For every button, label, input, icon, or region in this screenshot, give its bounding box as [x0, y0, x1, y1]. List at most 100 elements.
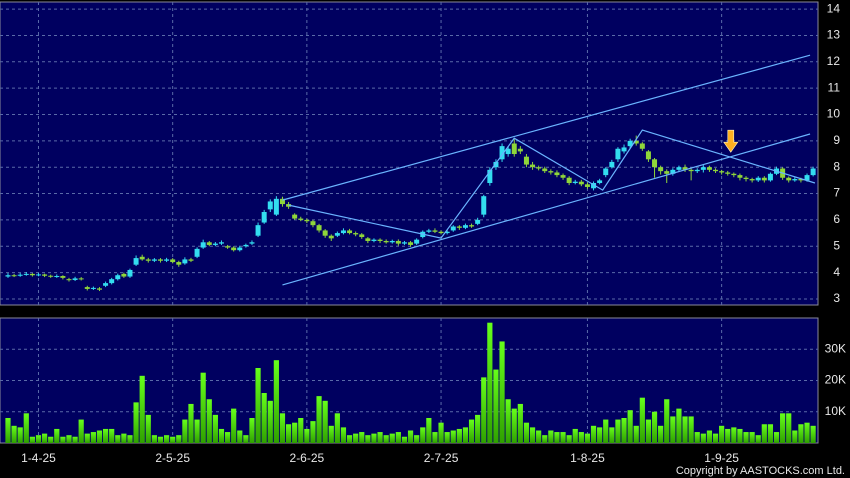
candle-body [566, 177, 572, 184]
y-tick-label: 20K [825, 373, 846, 387]
y-tick-label: 10K [825, 404, 846, 418]
candle-body [353, 233, 359, 235]
volume-bar [261, 393, 267, 443]
volume-bar [658, 425, 664, 443]
candle-body [170, 259, 176, 263]
candle-body [48, 275, 54, 277]
volume-bar [706, 430, 713, 443]
volume-bar [279, 413, 286, 443]
volume-bar [371, 433, 377, 443]
volume-bar [273, 360, 279, 443]
volume-bar [743, 432, 749, 443]
volume-bar [267, 400, 273, 443]
candle-body [731, 173, 737, 176]
volume-bar [298, 418, 304, 443]
volume-bar [340, 427, 347, 443]
y-tick-label: 12 [827, 54, 841, 68]
y-tick-label: 14 [827, 1, 841, 15]
volume-bar [475, 414, 481, 443]
volume-bar [597, 427, 603, 443]
candle-body [17, 274, 23, 276]
volume-bar [773, 432, 780, 443]
candle-body [292, 214, 298, 219]
candle-body [66, 279, 72, 281]
volume-bar [426, 418, 432, 443]
y-tick-label: 10 [827, 107, 841, 121]
volume-bar [627, 410, 633, 443]
volume-bar [536, 430, 542, 443]
candle-body [139, 256, 145, 260]
volume-bar [792, 430, 798, 443]
volume-bar [694, 432, 700, 443]
volume-bar [377, 432, 383, 443]
candle-body [121, 273, 127, 277]
candle-body [517, 148, 523, 152]
volume-bar [407, 430, 414, 443]
volume-bar [450, 430, 456, 443]
volume-bar [115, 435, 121, 443]
volume-bar [609, 427, 615, 443]
candle-body [597, 180, 603, 184]
candle-body [225, 246, 231, 248]
volume-bar [218, 428, 225, 443]
volume-bar [151, 435, 157, 443]
candle-body [591, 183, 597, 189]
candle-body [164, 259, 170, 261]
volume-bar [255, 368, 261, 443]
candle-body [5, 275, 11, 277]
candle-body [347, 230, 353, 234]
y-tick-label: 9 [833, 133, 840, 147]
volume-bar [383, 435, 389, 443]
candle-body [523, 156, 529, 165]
candle-body [810, 168, 816, 176]
volume-bar [548, 430, 554, 443]
volume-bar [804, 422, 810, 443]
volume-bar [786, 413, 792, 443]
candle-body [767, 173, 773, 181]
x-tick-label: 2-6-25 [290, 451, 325, 465]
candle-body [749, 179, 755, 181]
candle-body [255, 225, 261, 236]
candle-body [243, 244, 249, 247]
volume-bar [200, 372, 206, 443]
volume-bar [54, 428, 60, 443]
candle-body [176, 262, 182, 265]
volume-bar [310, 421, 316, 443]
volume-bar [395, 432, 401, 443]
volume-bar [182, 419, 188, 443]
candle-body [578, 181, 584, 185]
volume-bar [529, 427, 536, 443]
volume-bar [780, 413, 786, 443]
candle-body [96, 288, 102, 290]
candle-body [54, 276, 60, 278]
candle-body [639, 143, 645, 149]
candle-body [426, 230, 432, 232]
candle-body [536, 167, 542, 169]
x-tick-label: 2-5-25 [155, 451, 190, 465]
volume-bar [798, 424, 804, 443]
candle-body [304, 219, 310, 222]
volume-bar [389, 433, 395, 443]
volume-bar [249, 418, 255, 443]
volume-bar [755, 435, 761, 443]
candle-body [542, 168, 548, 172]
volume-bar [700, 433, 706, 443]
volume-bar [359, 432, 365, 443]
volume-bar [328, 425, 334, 443]
volume-bar [444, 432, 450, 443]
candle-body [792, 179, 798, 181]
volume-bar [572, 428, 578, 443]
y-tick-label: 8 [833, 159, 840, 173]
candle-body [261, 211, 267, 223]
volume-bar [102, 428, 109, 443]
candle-body [444, 231, 450, 234]
volume-bar [285, 424, 292, 443]
candle-body [133, 258, 139, 265]
x-tick-label: 1-8-25 [570, 451, 605, 465]
volume-bar [670, 416, 676, 443]
candle-body [359, 234, 365, 238]
candle-body [530, 164, 536, 168]
candle-body [432, 230, 438, 232]
candle-body [487, 169, 493, 184]
